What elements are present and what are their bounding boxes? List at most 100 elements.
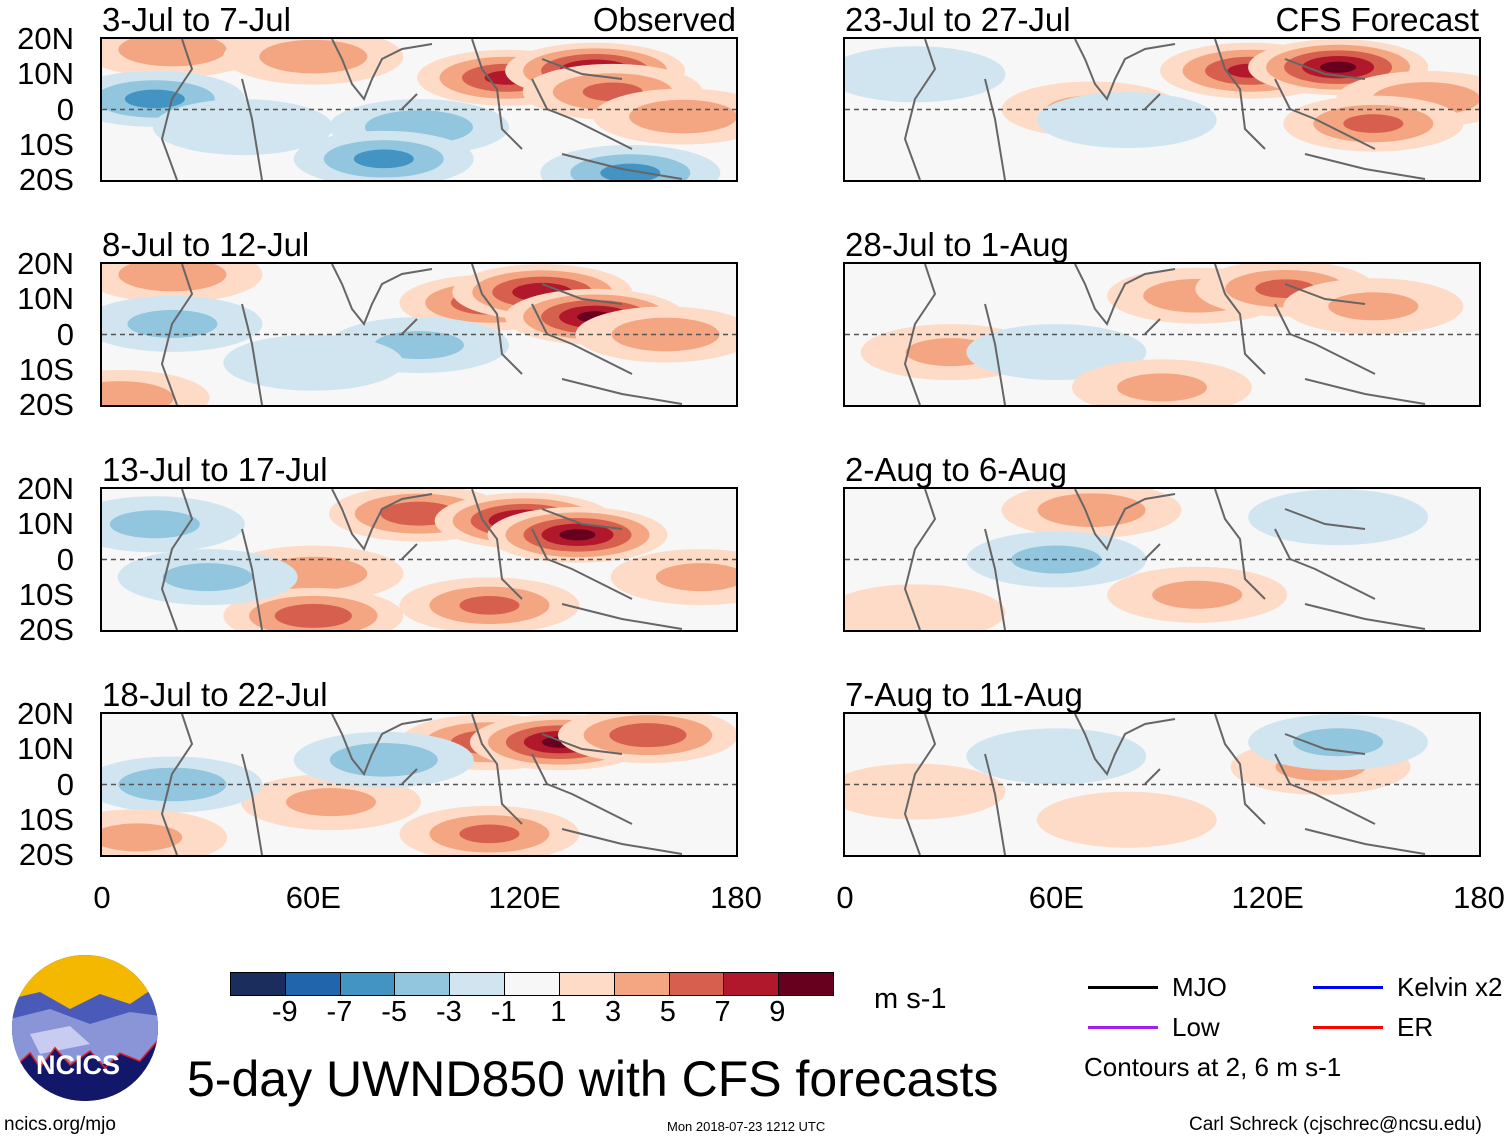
wind-anomaly-region xyxy=(102,381,174,405)
lat-label: 20S xyxy=(18,387,74,422)
legend-label: Low xyxy=(1172,1012,1220,1042)
panel-period: 7-Aug to 11-Aug xyxy=(845,676,1083,713)
wind-anomaly-region xyxy=(655,563,736,592)
lat-label: 20S xyxy=(18,612,74,647)
wind-anomaly-region xyxy=(223,334,404,391)
legend-line-mjo xyxy=(1088,986,1158,989)
map-svg xyxy=(102,714,736,855)
logo-text: NCICS xyxy=(36,1050,121,1080)
lat-label: 20S xyxy=(18,837,74,872)
lat-label: 10S xyxy=(18,801,74,837)
wind-anomaly-region xyxy=(1037,493,1146,527)
lat-label: 10N xyxy=(17,56,74,92)
wind-anomaly-region xyxy=(109,510,200,539)
panel-period: 28-Jul to 1-Aug xyxy=(845,226,1069,263)
colorbar-tick: 9 xyxy=(769,996,786,1028)
lat-label: 20N xyxy=(17,246,74,281)
colorbar-swatch xyxy=(285,973,341,995)
colorbar-swatch xyxy=(231,973,286,995)
wind-anomaly-region xyxy=(1248,489,1429,546)
colorbar-swatch xyxy=(450,973,506,995)
legend-line-kelvin-x2 xyxy=(1313,986,1383,989)
panel-source: Observed xyxy=(592,1,736,38)
colorbar-tick: -3 xyxy=(436,996,462,1028)
map-panel xyxy=(843,262,1481,407)
panel-period: 3-Jul to 7-Jul xyxy=(102,1,291,38)
colorbar-tick: 7 xyxy=(714,996,731,1028)
lon-label: 60E xyxy=(285,880,341,915)
map-panel xyxy=(100,37,738,182)
wind-anomaly-region xyxy=(274,603,352,628)
legend-label: Kelvin x2 xyxy=(1397,972,1503,1002)
map-panel xyxy=(100,262,738,407)
wind-anomaly-region xyxy=(162,563,253,592)
map-panel xyxy=(843,487,1481,632)
colorbar-tick: -1 xyxy=(490,996,517,1028)
colorbar-tick: 5 xyxy=(659,996,676,1028)
colorbar-swatch xyxy=(559,973,615,995)
lat-label: 10N xyxy=(17,281,74,317)
colorbar-tick: -9 xyxy=(271,996,298,1028)
legend-label: ER xyxy=(1397,1012,1434,1042)
map-svg xyxy=(845,39,1479,180)
map-svg xyxy=(102,489,736,630)
lat-label: 20N xyxy=(17,21,74,56)
coastline xyxy=(903,714,1426,855)
colorbar-tick: 1 xyxy=(550,996,567,1028)
wind-anomaly-region xyxy=(845,46,1006,103)
wind-anomaly-region xyxy=(353,149,414,169)
map-svg xyxy=(102,264,736,405)
lat-label: 20N xyxy=(17,696,74,731)
wind-anomaly-region xyxy=(118,767,227,802)
wind-anomaly-region xyxy=(259,39,368,74)
colorbar-swatch xyxy=(340,973,396,995)
map-panel xyxy=(843,37,1481,182)
author-credit: Carl Schreck (cjschrec@ncsu.edu) xyxy=(1189,1114,1482,1135)
wind-anomaly-region xyxy=(611,317,720,352)
timestamp: Mon 2018-07-23 1212 UTC xyxy=(667,1119,826,1134)
coastline xyxy=(903,264,1426,405)
legend-label: MJO xyxy=(1172,972,1227,1002)
colorbar-tick: 3 xyxy=(605,996,622,1028)
wind-anomaly-region xyxy=(152,99,333,156)
map-svg xyxy=(845,264,1479,405)
lon-label: 0 xyxy=(93,880,111,915)
colorbar xyxy=(230,972,834,996)
map-panel xyxy=(100,487,738,632)
colorbar-swatch xyxy=(779,973,833,995)
main-title: 5-day UWND850 with CFS forecasts xyxy=(187,1051,999,1107)
source-url[interactable]: ncics.org/mjo xyxy=(4,1114,116,1135)
colorbar-swatch xyxy=(669,973,725,995)
lat-label: 0 xyxy=(56,316,74,352)
wind-anomaly-region xyxy=(629,99,736,134)
wind-anomaly-region xyxy=(966,728,1147,785)
wind-anomaly-region xyxy=(1343,114,1404,133)
wind-anomaly-region xyxy=(966,324,1147,381)
wind-anomaly-region xyxy=(1036,791,1217,848)
wind-anomaly-region xyxy=(118,39,227,67)
lat-label: 10S xyxy=(18,576,74,612)
map-panel xyxy=(100,712,738,857)
lat-label: 0 xyxy=(56,541,74,577)
contours-note: Contours at 2, 6 m s-1 xyxy=(1084,1052,1342,1082)
wind-anomaly-region xyxy=(329,743,438,777)
panel-period: 8-Jul to 12-Jul xyxy=(102,226,310,263)
panel-period: 13-Jul to 17-Jul xyxy=(102,451,328,488)
colorbar-swatch xyxy=(505,973,560,995)
lon-label: 0 xyxy=(836,880,854,915)
colorbar-tick: -7 xyxy=(326,996,353,1028)
colorbar-swatch xyxy=(724,973,780,995)
lat-label: 10S xyxy=(18,126,74,162)
lat-label: 10N xyxy=(17,731,74,767)
wind-anomaly-region xyxy=(459,824,520,844)
wind-anomaly-region xyxy=(459,595,520,615)
wind-anomaly-region xyxy=(102,823,183,852)
coastline xyxy=(160,39,683,180)
ncics-logo xyxy=(12,955,158,1101)
wind-anomaly-region xyxy=(845,584,1006,630)
lon-label: 120E xyxy=(488,880,561,915)
coastline xyxy=(160,714,683,855)
colorbar-units: m s-1 xyxy=(874,983,947,1015)
wind-anomaly-region xyxy=(1036,92,1217,149)
